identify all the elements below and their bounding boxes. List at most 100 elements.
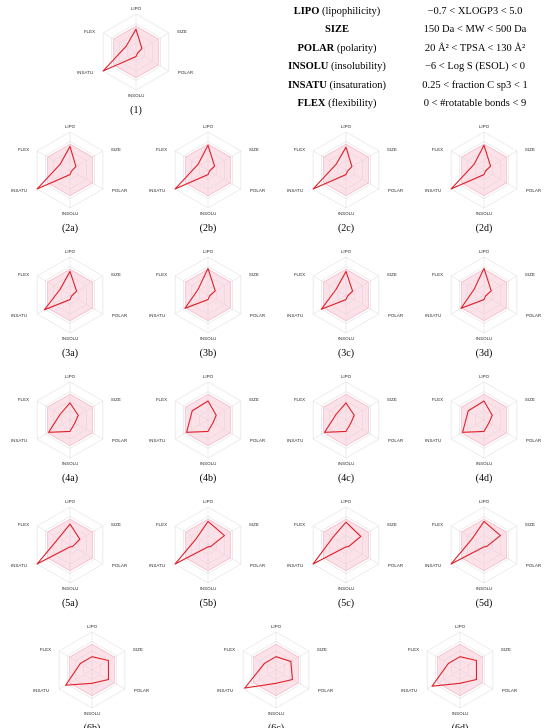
radar-panel: LIPO SIZE POLAR INSOLU INSATU FLEX (2b): [149, 124, 266, 234]
axis-label-size: SIZE: [249, 272, 259, 277]
legend-range: 0 < #rotatable bonds < 9: [423, 98, 527, 110]
radar-panel: LIPO SIZE POLAR INSOLU INSATU FLEX (4a): [11, 374, 128, 484]
axis-label-lipo: LIPO: [479, 499, 490, 504]
axis-label-size: SIZE: [525, 397, 535, 402]
property-polygon: [36, 145, 77, 190]
optimal-zone: [461, 143, 507, 197]
axis-label-flex: FLEX: [18, 147, 29, 152]
optimal-zone: [47, 268, 93, 322]
legend-desc: (polarity): [334, 42, 377, 54]
panel-label: (5d): [476, 598, 493, 609]
panel-label: (2a): [62, 223, 78, 234]
radar-panel: LIPO SIZE POLAR INSOLU INSATU FLEX (1): [77, 6, 194, 116]
optimal-zone: [113, 25, 159, 79]
axis-label-polar: POLAR: [134, 688, 150, 693]
axis-label-flex: FLEX: [294, 522, 305, 527]
axis-label-polar: POLAR: [112, 188, 128, 193]
optimal-zone: [323, 143, 369, 197]
optimal-zone: [185, 518, 231, 572]
panel-label: (2d): [476, 223, 493, 234]
axis-label-insolu: INSOLU: [338, 586, 355, 591]
axis-label-flex: FLEX: [156, 272, 167, 277]
axis-label-lipo: LIPO: [203, 249, 214, 254]
axis-label-insolu: INSOLU: [338, 461, 355, 466]
axis-label-lipo: LIPO: [65, 124, 76, 129]
axis-label-insatu: INSATU: [287, 313, 303, 318]
axis-label-polar: POLAR: [250, 438, 266, 443]
panel-label: (5b): [200, 598, 217, 609]
axis-label-polar: POLAR: [526, 313, 542, 318]
axis-label-polar: POLAR: [526, 563, 542, 568]
optimal-zone: [461, 268, 507, 322]
legend-key: POLAR: [297, 42, 335, 54]
radar-panel: LIPO SIZE POLAR INSOLU INSATU FLEX (6b): [33, 624, 150, 728]
axis-label-size: SIZE: [111, 147, 121, 152]
axis-label-insolu: INSOLU: [200, 586, 217, 591]
axis-label-insatu: INSATU: [425, 313, 441, 318]
panel-label: (3b): [200, 348, 217, 359]
radar-panel: LIPO SIZE POLAR INSOLU INSATU FLEX (4d): [425, 374, 542, 484]
axis-label-lipo: LIPO: [341, 499, 352, 504]
property-polygon: [312, 521, 362, 565]
axis-label-flex: FLEX: [432, 272, 443, 277]
legend-range: 150 Da < MW < 500 Da: [423, 24, 527, 36]
axis-label-insolu: INSOLU: [338, 336, 355, 341]
legend-key: SIZE: [325, 24, 349, 36]
axis-label-flex: FLEX: [224, 647, 235, 652]
axis-label-polar: POLAR: [250, 313, 266, 318]
legend-desc: (insolubility): [328, 61, 386, 73]
axis-label-insatu: INSATU: [287, 563, 303, 568]
property-polygon: [102, 28, 143, 72]
property-polygon: [186, 400, 217, 433]
legend-row: POLAR (polarity) 20 Å² < TPSA < 130 Å²: [272, 39, 548, 58]
property-polygon: [65, 656, 109, 686]
axis-label-size: SIZE: [111, 272, 121, 277]
axis-label-size: SIZE: [249, 147, 259, 152]
legend-row: INSATU (insaturation) 0.25 < fraction C …: [272, 76, 548, 95]
axis-label-insolu: INSOLU: [476, 211, 493, 216]
axis-label-size: SIZE: [111, 522, 121, 527]
axis-label-size: SIZE: [177, 29, 187, 34]
optimal-zone: [253, 643, 299, 697]
axis-label-size: SIZE: [525, 522, 535, 527]
axis-label-lipo: LIPO: [479, 124, 490, 129]
axis-label-lipo: LIPO: [65, 374, 76, 379]
axis-label-flex: FLEX: [18, 272, 29, 277]
property-polygon: [48, 402, 79, 433]
axis-label-insatu: INSATU: [11, 563, 27, 568]
axis-label-insolu: INSOLU: [200, 461, 217, 466]
axis-label-polar: POLAR: [388, 438, 404, 443]
legend-key: LIPO: [293, 5, 320, 17]
axis-label-lipo: LIPO: [203, 124, 214, 129]
axis-label-insatu: INSATU: [11, 313, 27, 318]
radar-panel: LIPO SIZE POLAR INSOLU INSATU FLEX (2a): [11, 124, 128, 234]
axis-label-insolu: INSOLU: [62, 211, 79, 216]
axis-label-insolu: INSOLU: [476, 336, 493, 341]
axis-label-lipo: LIPO: [65, 499, 76, 504]
panel-label: (3d): [476, 348, 493, 359]
axis-label-flex: FLEX: [432, 522, 443, 527]
axis-label-insatu: INSATU: [217, 688, 233, 693]
axis-label-polar: POLAR: [178, 70, 194, 75]
axis-label-insolu: INSOLU: [200, 211, 217, 216]
optimal-zone: [323, 268, 369, 322]
radar-panel: LIPO SIZE POLAR INSOLU INSATU FLEX (4c): [287, 374, 404, 484]
legend-key: FLEX: [297, 98, 326, 110]
axis-label-polar: POLAR: [318, 688, 334, 693]
radar-panel: LIPO SIZE POLAR INSOLU INSATU FLEX (6d): [401, 624, 518, 728]
property-polygon: [184, 267, 216, 309]
axis-label-flex: FLEX: [40, 647, 51, 652]
optimal-zone: [47, 393, 93, 447]
axis-label-size: SIZE: [387, 522, 397, 527]
axis-label-flex: FLEX: [408, 647, 419, 652]
axis-label-insolu: INSOLU: [338, 211, 355, 216]
panel-label: (4a): [62, 473, 78, 484]
radar-panel: LIPO SIZE POLAR INSOLU INSATU FLEX (5c): [287, 499, 404, 609]
panel-label: (3c): [338, 348, 354, 359]
property-legend: LIPO (lipophilicity) −0.7 < XLOGP3 < 5.0…: [272, 2, 548, 113]
panel-label: (1): [130, 105, 142, 116]
panel-label: (3a): [62, 348, 78, 359]
axis-label-insatu: INSATU: [425, 438, 441, 443]
axis-label-insatu: INSATU: [149, 438, 165, 443]
